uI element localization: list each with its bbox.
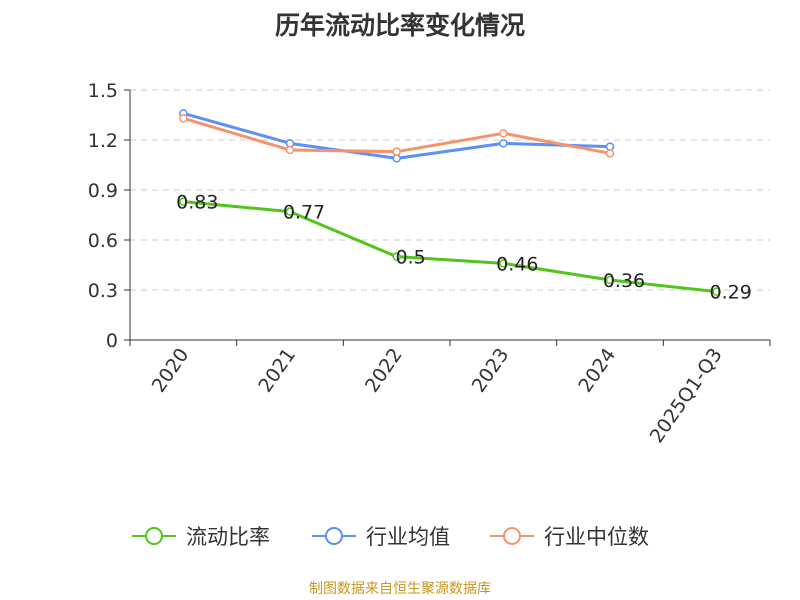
- data-label: 0.83: [176, 192, 218, 214]
- data-label: 0.36: [603, 270, 645, 292]
- y-tick-label: 1.5: [88, 80, 118, 102]
- legend-label: 行业中位数: [544, 525, 649, 549]
- data-label: 0.29: [710, 282, 752, 304]
- source-note: 制图数据来自恒生聚源数据库: [309, 581, 491, 597]
- x-tick-label: 2023: [468, 344, 514, 396]
- data-point: [392, 252, 401, 261]
- legend-marker: [325, 527, 343, 545]
- y-tick-label: 0: [106, 330, 118, 352]
- data-label: 0.77: [283, 202, 325, 224]
- series-line-1: [183, 200, 717, 294]
- legend-label: 行业均值: [366, 525, 450, 549]
- legend: 流动比率 行业均值 行业中位数: [132, 525, 649, 549]
- label-layer: 0.83 0.77 0.5 0.46 0.36 0.29: [176, 192, 752, 304]
- y-tick-label: 0.3: [88, 280, 118, 302]
- y-tick-label: 0.6: [88, 230, 118, 252]
- x-tick-label: 2021: [254, 344, 300, 396]
- data-point: [712, 287, 721, 296]
- chart-title: 历年流动比率变化情况: [274, 11, 525, 40]
- data-point: [499, 259, 508, 268]
- data-point: [499, 139, 508, 148]
- data-point: [392, 147, 401, 156]
- data-point: [605, 149, 615, 158]
- x-tick-label: 2025Q1-Q3: [646, 344, 727, 447]
- data-point: [605, 275, 615, 285]
- y-tick-label: 1.2: [88, 130, 118, 152]
- grid-layer: [130, 89, 770, 291]
- y-tick-label: 0.9: [88, 180, 118, 202]
- data-label: 0.46: [496, 253, 538, 275]
- legend-marker: [503, 527, 521, 545]
- x-tick-label: 2024: [574, 344, 620, 396]
- data-point: [285, 207, 295, 216]
- legend-marker: [145, 527, 163, 545]
- data-point: [499, 129, 508, 138]
- series-layer: [179, 109, 721, 296]
- data-point: [179, 114, 188, 123]
- x-tick-label: 2022: [361, 344, 407, 396]
- axis-layer: 0 0.3 0.6 0.9 1.2 1.5 2020 2021 2022 2023 2024 2025…: [88, 80, 771, 447]
- legend-label: 流动比率: [186, 525, 270, 549]
- data-point: [285, 145, 295, 155]
- x-tick-label: 2020: [148, 344, 194, 396]
- data-label: 0.5: [396, 247, 426, 269]
- data-point: [179, 197, 188, 206]
